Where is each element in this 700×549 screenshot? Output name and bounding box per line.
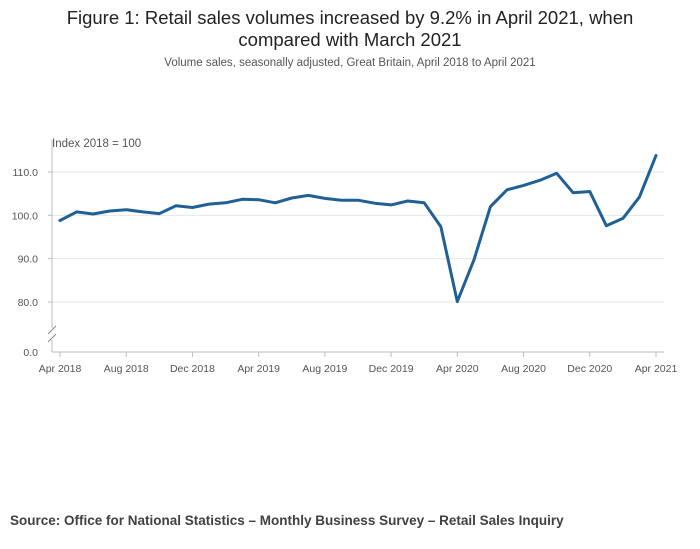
source-note: Source: Office for National Statistics –… — [10, 513, 564, 528]
x-tick-label: Dec 2019 — [369, 363, 414, 375]
chart-title: Figure 1: Retail sales volumes increased… — [0, 7, 700, 51]
x-tick-label: Apr 2020 — [436, 363, 479, 375]
y-tick-label: 90.0 — [18, 254, 39, 266]
y-tick-label: 110.0 — [13, 167, 39, 179]
chart-subtitle: Volume sales, seasonally adjusted, Great… — [164, 57, 536, 69]
x-tick-label: Dec 2020 — [567, 363, 612, 375]
series-line — [58, 154, 658, 304]
y-axis-label: Index 2018 = 100 — [52, 138, 141, 150]
chart-title-line-1: Figure 1: Retail sales volumes increased… — [66, 7, 634, 28]
x-tick-label: Aug 2019 — [302, 363, 347, 375]
x-tick-label: Apr 2019 — [237, 363, 280, 375]
y-tick-label: 80.0 — [18, 297, 39, 309]
chart-title-line-2: compared with March 2021 — [238, 29, 462, 50]
x-tick-label: Dec 2018 — [170, 363, 215, 375]
y-tick-label: 100.0 — [12, 210, 38, 222]
x-tick-label: Aug 2018 — [104, 363, 149, 375]
x-tick-label: Aug 2020 — [501, 363, 546, 375]
axis-break-mark — [47, 333, 57, 343]
x-tick-label: Apr 2021 — [635, 363, 678, 375]
y-tick-label-zero: 0.0 — [23, 347, 38, 359]
line-chart: Index 2018 = 100110.0100.090.080.00.0Apr… — [12, 138, 678, 375]
x-tick-label: Apr 2018 — [39, 363, 82, 375]
axis-break-mark — [47, 325, 57, 335]
